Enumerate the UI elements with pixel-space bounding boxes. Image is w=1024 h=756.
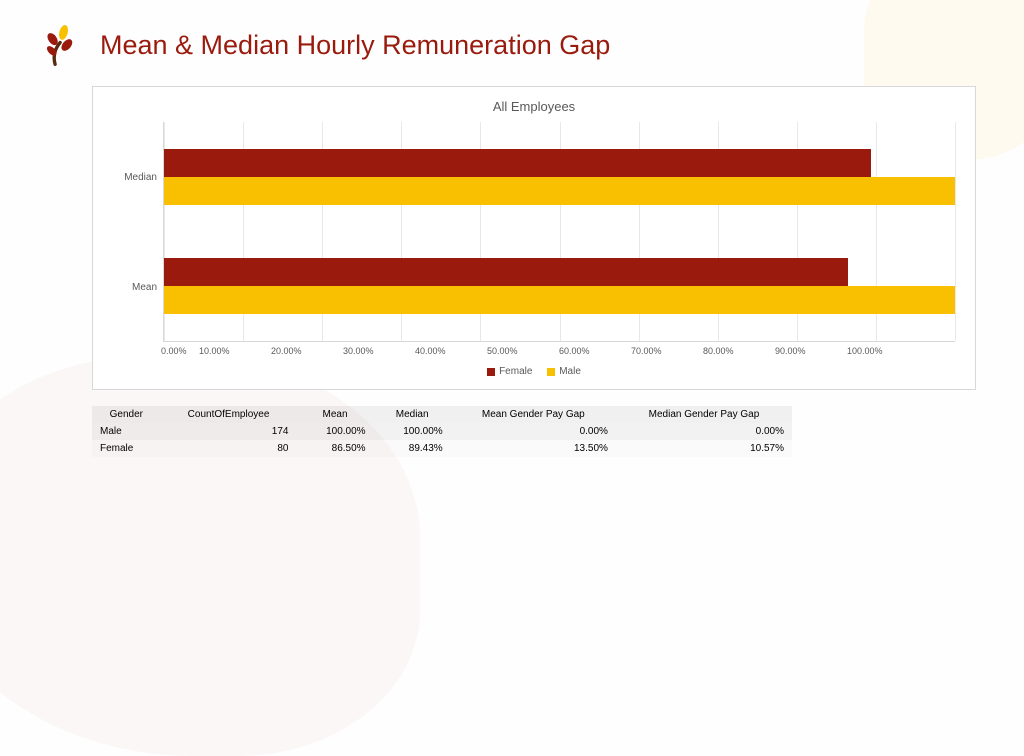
bar-mean-male (164, 286, 955, 314)
table-header-cell: Median (374, 406, 451, 423)
legend-male: Male (547, 366, 581, 377)
chart-legend: Female Male (113, 366, 955, 379)
chart-plot: Median Mean (113, 122, 955, 342)
bar-median-male (164, 177, 955, 205)
table-cell: 0.00% (616, 423, 792, 440)
legend-female: Female (487, 366, 532, 377)
x-tick-label: 40.00% (415, 346, 487, 356)
plot-area (163, 122, 955, 342)
x-tick-label: 90.00% (775, 346, 847, 356)
table-cell: 100.00% (374, 423, 451, 440)
x-tick-label: 30.00% (343, 346, 415, 356)
x-tick-label: 50.00% (487, 346, 559, 356)
x-tick-label: 60.00% (559, 346, 631, 356)
table-header-cell: Median Gender Pay Gap (616, 406, 792, 423)
legend-female-label: Female (499, 366, 532, 377)
y-axis-labels: Median Mean (113, 122, 163, 342)
chart-container: All Employees Median Mean 0.00%10.00%20.… (92, 86, 976, 390)
swatch-female-icon (487, 368, 495, 376)
table-cell: 10.57% (616, 440, 792, 457)
bar-group-median (164, 122, 955, 232)
table-cell: 0.00% (451, 423, 616, 440)
bg-accent-bottom (0, 356, 420, 756)
x-tick-label: 10.00% (199, 346, 271, 356)
swatch-male-icon (547, 368, 555, 376)
table-cell: 13.50% (451, 440, 616, 457)
bar-mean-female (164, 258, 848, 286)
y-label-mean: Mean (113, 232, 157, 342)
y-label-median: Median (113, 122, 157, 232)
bar-group-mean (164, 232, 955, 342)
x-axis-labels: 0.00%10.00%20.00%30.00%40.00%50.00%60.00… (163, 346, 955, 356)
x-tick-label: 70.00% (631, 346, 703, 356)
chart-title: All Employees (113, 99, 955, 114)
x-tick-label: 100.00% (847, 346, 919, 356)
page-title: Mean & Median Hourly Remuneration Gap (100, 30, 610, 61)
table-header-cell: Mean Gender Pay Gap (451, 406, 616, 423)
x-tick-label: 80.00% (703, 346, 775, 356)
wheat-logo-icon (40, 24, 82, 66)
legend-male-label: Male (559, 366, 581, 377)
bar-median-female (164, 149, 871, 177)
grid-line (955, 122, 956, 341)
x-tick-label: 20.00% (271, 346, 343, 356)
